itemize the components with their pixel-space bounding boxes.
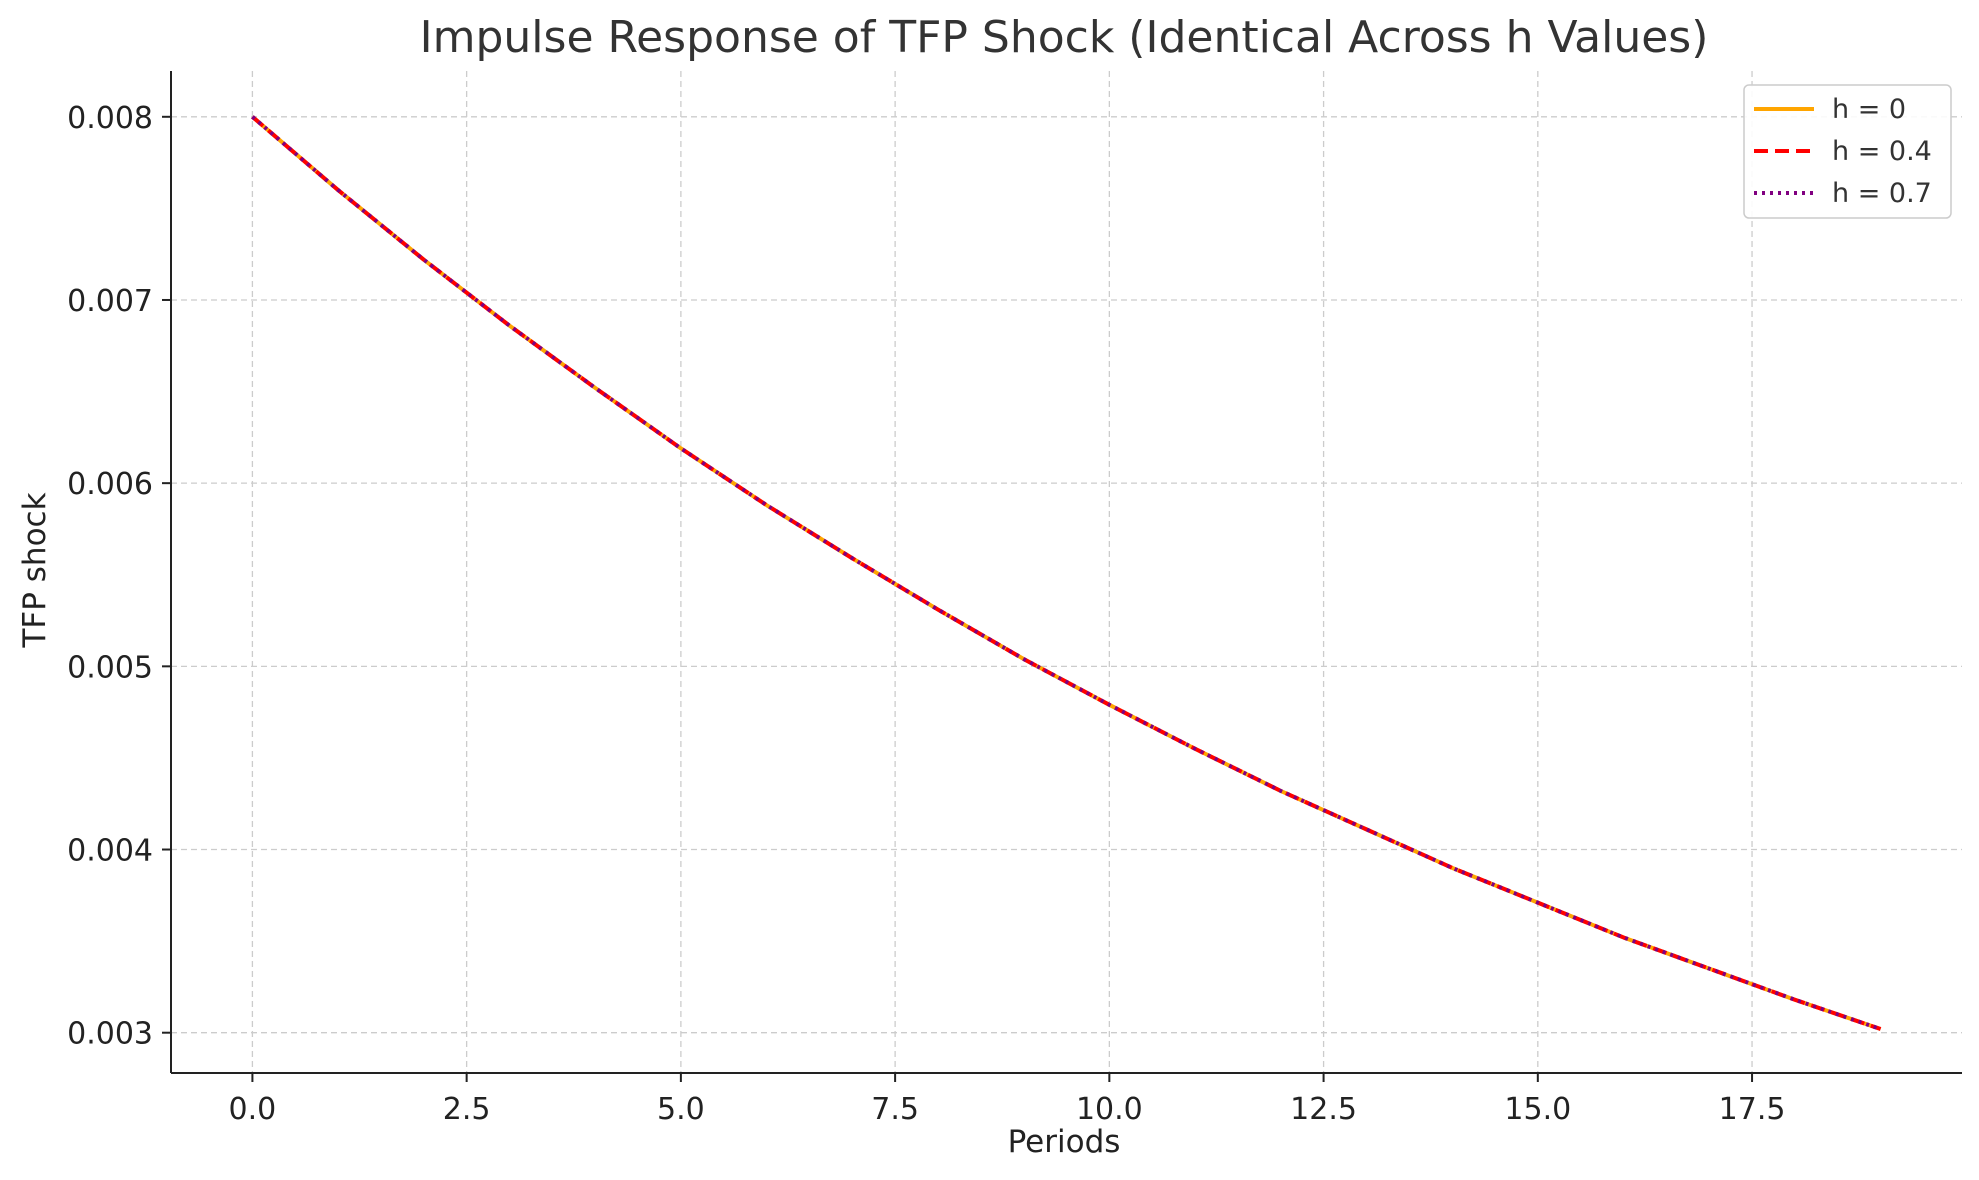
x-tick-label: 10.0	[1076, 1092, 1143, 1127]
x-tick-label: 12.5	[1290, 1092, 1357, 1127]
legend-label-3: h = 0.7	[1832, 178, 1932, 209]
legend: h = 0 h = 0.4 h = 0.7	[1743, 84, 1952, 219]
grid-layer	[171, 71, 1962, 1073]
x-tick-label: 17.5	[1719, 1092, 1786, 1127]
y-tick-label: 0.006	[67, 467, 153, 502]
chart-title: Impulse Response of TFP Shock (Identical…	[420, 12, 1709, 63]
y-tick-label: 0.008	[67, 101, 153, 136]
x-tick-label: 15.0	[1504, 1092, 1571, 1127]
x-tick-label: 7.5	[871, 1092, 919, 1127]
legend-label-2: h = 0.4	[1832, 136, 1932, 167]
ticks-layer: 0.0 2.5 5.0 7.5 10.0 12.5 15.0 17.5 0.003 0.004 0.…	[67, 101, 1785, 1127]
x-tick-label: 0.0	[229, 1092, 277, 1127]
x-tick-label: 5.0	[657, 1092, 705, 1127]
axes-layer	[170, 71, 1962, 1074]
x-tick-label: 2.5	[443, 1092, 491, 1127]
y-tick-label: 0.005	[67, 650, 153, 685]
y-tick-label: 0.007	[67, 284, 153, 319]
legend-box	[1743, 84, 1952, 219]
x-axis-label: Periods	[1008, 1124, 1121, 1160]
y-axis-label: TFP shock	[17, 492, 53, 648]
series-line-1	[251, 115, 1882, 1031]
y-tick-label: 0.004	[67, 834, 153, 869]
y-tick-label: 0.003	[67, 1017, 153, 1052]
series-line-2	[251, 115, 1882, 1031]
legend-label-1: h = 0	[1832, 94, 1906, 125]
series-layer	[251, 115, 1882, 1031]
series-line-3	[251, 115, 1882, 1031]
